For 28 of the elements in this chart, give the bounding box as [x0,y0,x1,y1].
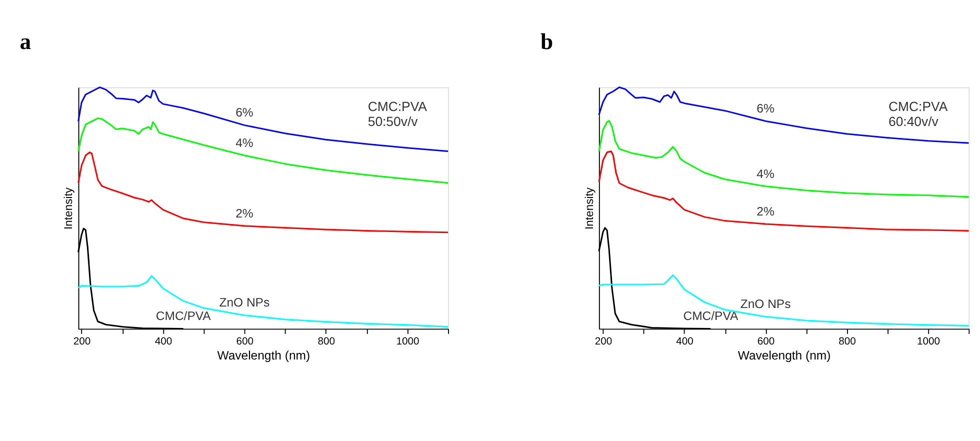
series-label: CMC/PVA [683,309,739,324]
series-label: 6% [756,102,774,116]
x-tick-label: 1000 [396,336,420,348]
series-label: CMC/PVA [156,309,212,324]
annotation: CMC:PVA 60:40v/v [888,98,948,129]
y-axis-title: Intensity [584,187,596,230]
x-tick-label: 400 [676,336,694,348]
x-tick-label: 600 [236,336,254,348]
x-tick-label: 400 [154,336,172,348]
chart-title: a [20,28,32,54]
series-label: ZnO NPs [219,296,270,310]
x-axis-title: Wavelength (nm) [738,348,831,362]
x-axis-title: Wavelength (nm) [217,348,310,362]
x-tick-label: 800 [318,336,336,348]
annotation: CMC:PVA 50:50v/v [368,98,428,129]
series-label: 2% [756,204,774,218]
series-label: 4% [756,166,774,181]
series-label: 4% [236,136,254,150]
series-label: 6% [236,106,254,120]
x-tick-label: 600 [757,336,775,348]
series-label: ZnO NPs [740,297,791,312]
x-tick-label: 800 [838,336,856,348]
chart-title: b [540,28,554,54]
x-tick-label: 1000 [917,336,940,348]
y-axis-title: Intensity [63,187,76,230]
x-tick-label: 200 [594,336,612,348]
x-tick-label: 200 [73,336,91,348]
series-label: 2% [236,206,254,220]
